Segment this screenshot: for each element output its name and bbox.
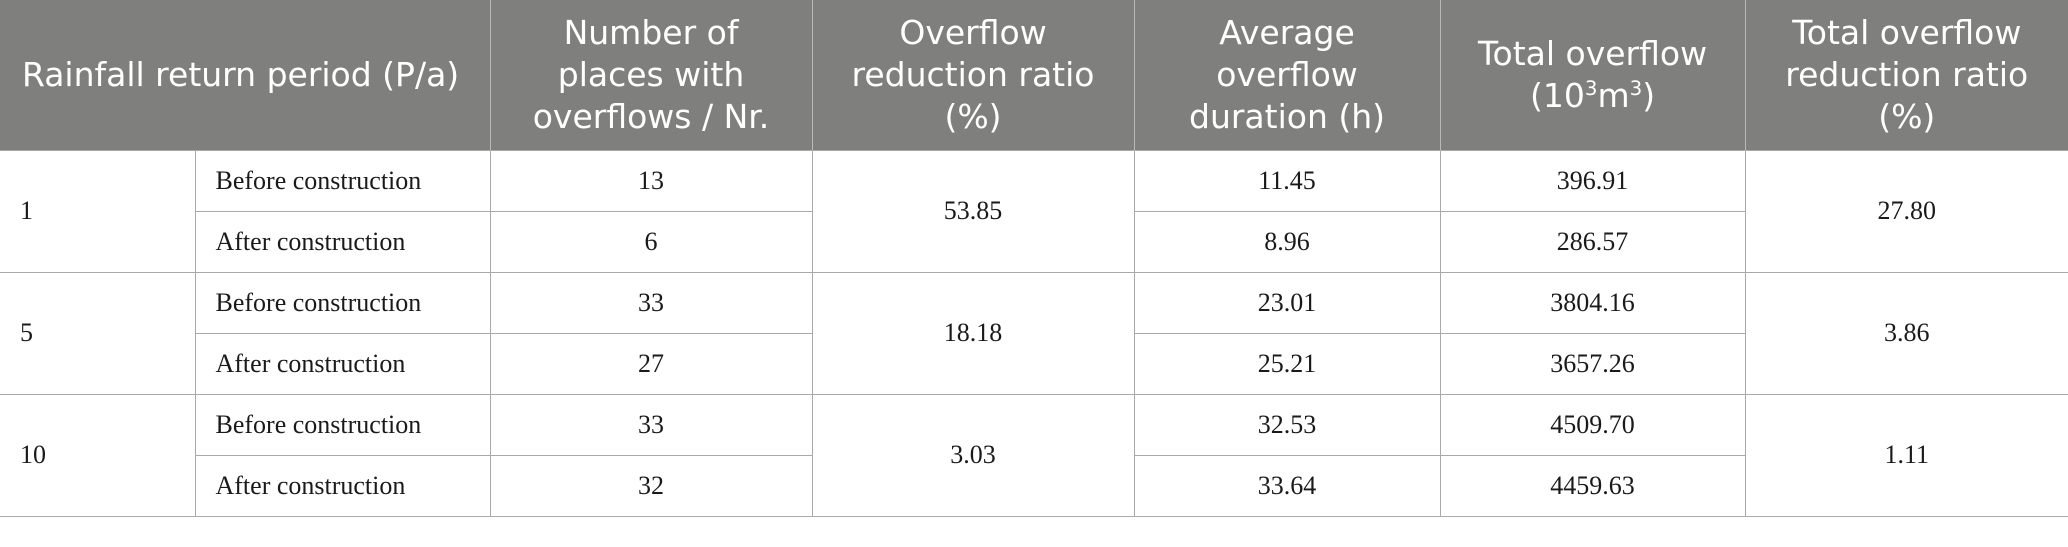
duration-cell: 33.64 <box>1133 454 1441 517</box>
duration-cell: 32.53 <box>1133 393 1441 456</box>
duration-cell: 25.21 <box>1133 332 1441 395</box>
header-row: Rainfall return period (P/a) Number of p… <box>0 0 2068 150</box>
overflow-table: Rainfall return period (P/a) Number of p… <box>0 0 2068 517</box>
duration-cell: 8.96 <box>1133 210 1441 273</box>
header-total-reduction: Total overflow reduction ratio (%) <box>1745 0 2068 150</box>
header-period: Rainfall return period (P/a) <box>0 0 491 150</box>
header-total: Total overflow (103m3) <box>1440 0 1746 150</box>
stage-cell: After construction <box>195 210 491 273</box>
header-places: Number of places with overflows / Nr. <box>490 0 813 150</box>
header-duration: Average overflow duration (h) <box>1134 0 1441 150</box>
stage-cell: Before construction <box>194 393 491 456</box>
total-reduction-cell: 3.86 <box>1744 271 2068 395</box>
stage-cell: Before construction <box>194 149 491 212</box>
table-row: 10 Before construction 33 3.03 32.53 450… <box>0 393 2068 517</box>
total-reduction-cell: 1.11 <box>1744 393 2068 517</box>
total-cell: 286.57 <box>1439 210 1746 273</box>
stage-cell: After construction <box>195 454 491 517</box>
table-row: 5 Before construction 33 18.18 23.01 380… <box>0 271 2068 395</box>
total-cell: 4509.70 <box>1439 393 1746 456</box>
table-row: After construction 27 25.21 3657.26 <box>0 332 2068 395</box>
duration-cell: 23.01 <box>1133 271 1441 334</box>
reduction-cell: 18.18 <box>811 271 1135 395</box>
reduction-cell: 3.03 <box>811 393 1135 517</box>
total-cell: 4459.63 <box>1439 454 1746 517</box>
places-cell: 6 <box>489 210 813 273</box>
places-cell: 33 <box>489 393 813 456</box>
places-cell: 27 <box>489 332 813 395</box>
stage-cell: Before construction <box>194 271 491 334</box>
period-cell: 10 <box>0 393 196 517</box>
duration-cell: 11.45 <box>1133 149 1441 212</box>
places-cell: 32 <box>489 454 813 517</box>
header-reduction: Overflow reduction ratio (%) <box>812 0 1135 150</box>
stage-cell: After construction <box>195 332 491 395</box>
places-cell: 33 <box>489 271 813 334</box>
places-cell: 13 <box>489 149 813 212</box>
total-reduction-cell: 27.80 <box>1744 149 2068 273</box>
period-cell: 1 <box>0 149 196 273</box>
total-cell: 3657.26 <box>1439 332 1746 395</box>
period-cell: 5 <box>0 271 196 395</box>
reduction-cell: 53.85 <box>811 149 1135 273</box>
table-row: After construction 32 33.64 4459.63 <box>0 454 2068 517</box>
table-row: 1 Before construction 13 53.85 11.45 396… <box>0 149 2068 273</box>
total-cell: 3804.16 <box>1439 271 1746 334</box>
total-cell: 396.91 <box>1439 149 1746 212</box>
